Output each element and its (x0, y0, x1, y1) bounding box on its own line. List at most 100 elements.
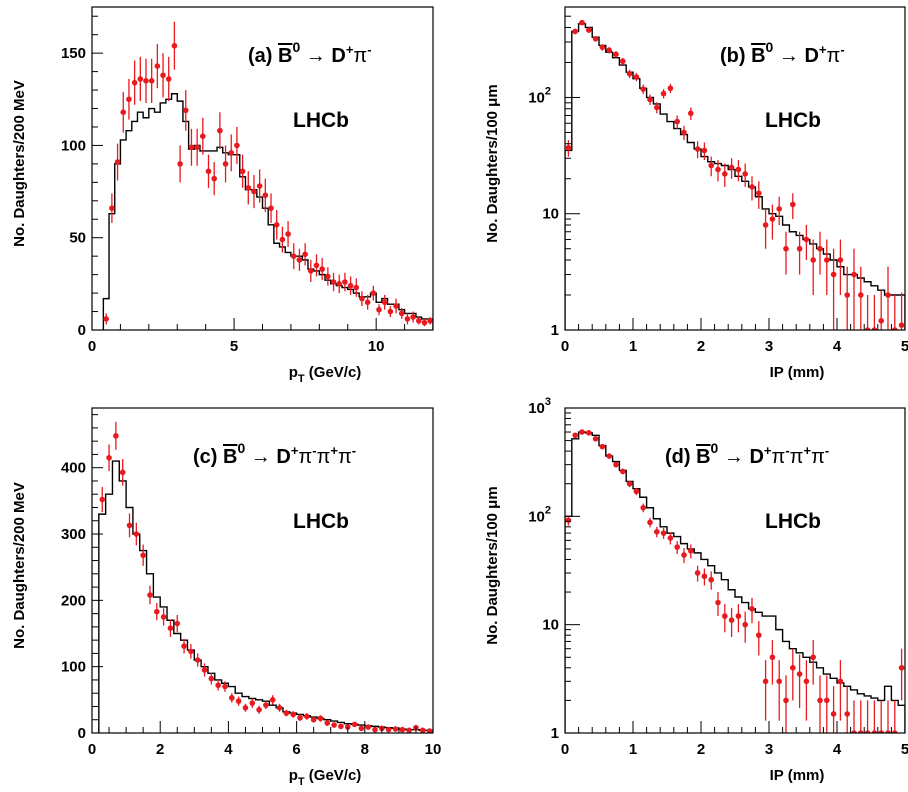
data-point (647, 96, 653, 103)
data-point (273, 221, 280, 228)
data-point (188, 648, 194, 655)
data-point (898, 322, 905, 328)
data-point (353, 284, 360, 291)
data-point (878, 317, 884, 324)
data-point (769, 216, 776, 222)
mc-histogram (98, 460, 433, 733)
data-point (728, 617, 735, 623)
x-axis-title: pT (GeV/c) (289, 364, 362, 385)
y-tick-label: 102 (528, 85, 551, 106)
x-tick-label: 1 (629, 338, 637, 355)
panel-decay-label: (a) B0 → D+π- (248, 39, 372, 67)
data-point (338, 723, 344, 730)
data-point (137, 76, 144, 82)
data-point (803, 678, 810, 685)
data-point (296, 257, 303, 263)
data-point (858, 730, 864, 733)
data-point (572, 28, 578, 35)
data-point (234, 142, 240, 149)
data-point (844, 292, 850, 298)
data-point (762, 222, 769, 228)
data-point (269, 697, 276, 703)
x-axis-title: pT (GeV/c) (289, 767, 362, 788)
data-point (263, 702, 269, 708)
x-tick-label: 3 (765, 338, 773, 355)
data-point (796, 671, 803, 677)
data-point (182, 107, 189, 114)
x-tick-label: 0 (88, 741, 96, 758)
data-point (177, 161, 183, 167)
panel-decay-label: (b) B0 → D+π- (720, 39, 845, 67)
data-point (205, 168, 212, 175)
data-point (140, 552, 146, 559)
y-tick-label: 0 (78, 725, 86, 742)
data-point (783, 697, 789, 704)
x-axis-title: IP (mm) (770, 364, 825, 381)
data-point (126, 96, 132, 103)
data-point (351, 721, 358, 728)
data-point (174, 620, 181, 627)
data-point (803, 236, 810, 243)
y-tick-label: 400 (61, 460, 86, 477)
data-point (310, 716, 317, 723)
y-tick-label: 200 (61, 592, 86, 609)
data-point (171, 42, 178, 49)
data-point (370, 290, 377, 296)
y-tick-label: 103 (528, 396, 551, 417)
x-tick-label: 4 (833, 741, 842, 758)
data-point (579, 429, 585, 435)
data-point (572, 432, 578, 439)
y-tick-label: 1 (551, 725, 559, 742)
data-point (419, 727, 426, 733)
data-point (715, 166, 721, 173)
data-point (194, 657, 201, 663)
data-point (242, 704, 249, 711)
data-point (103, 316, 110, 322)
x-tick-label: 4 (224, 741, 233, 758)
data-point (871, 730, 878, 733)
data-point (858, 292, 864, 298)
data-point (667, 535, 674, 541)
data-point (268, 205, 274, 211)
data-point (694, 570, 701, 576)
data-point (376, 306, 382, 313)
data-point (790, 664, 796, 671)
data-point (133, 531, 140, 537)
plot-area (102, 21, 433, 330)
x-tick-label: 1 (629, 741, 637, 758)
data-point (613, 51, 619, 58)
data-point (756, 632, 762, 638)
data-point (160, 72, 166, 79)
data-point (599, 44, 606, 51)
data-point (313, 262, 320, 269)
data-point (620, 58, 626, 65)
plot-frame (564, 6, 906, 331)
x-tick-label: 5 (230, 338, 238, 355)
data-point (181, 643, 187, 649)
data-point (878, 730, 884, 733)
data-point (715, 599, 721, 606)
data-point (215, 682, 221, 689)
data-point (674, 118, 680, 125)
data-point (385, 726, 392, 733)
data-point (279, 236, 286, 243)
data-point (599, 443, 606, 450)
data-point (871, 327, 878, 330)
data-point (330, 279, 337, 285)
experiment-label: LHCb (765, 510, 821, 533)
x-tick-label: 0 (88, 338, 96, 355)
y-tick-label: 100 (61, 137, 86, 154)
data-point (154, 63, 161, 69)
experiment-label: LHCb (293, 510, 349, 533)
data-point (217, 127, 223, 134)
data-point (256, 706, 262, 713)
data-point (404, 316, 411, 322)
y-tick-label: 50 (69, 230, 86, 247)
x-tick-label: 8 (361, 741, 369, 758)
data-point (851, 730, 857, 733)
data-point (776, 206, 782, 212)
data-point (302, 251, 308, 258)
data-point (592, 35, 599, 42)
